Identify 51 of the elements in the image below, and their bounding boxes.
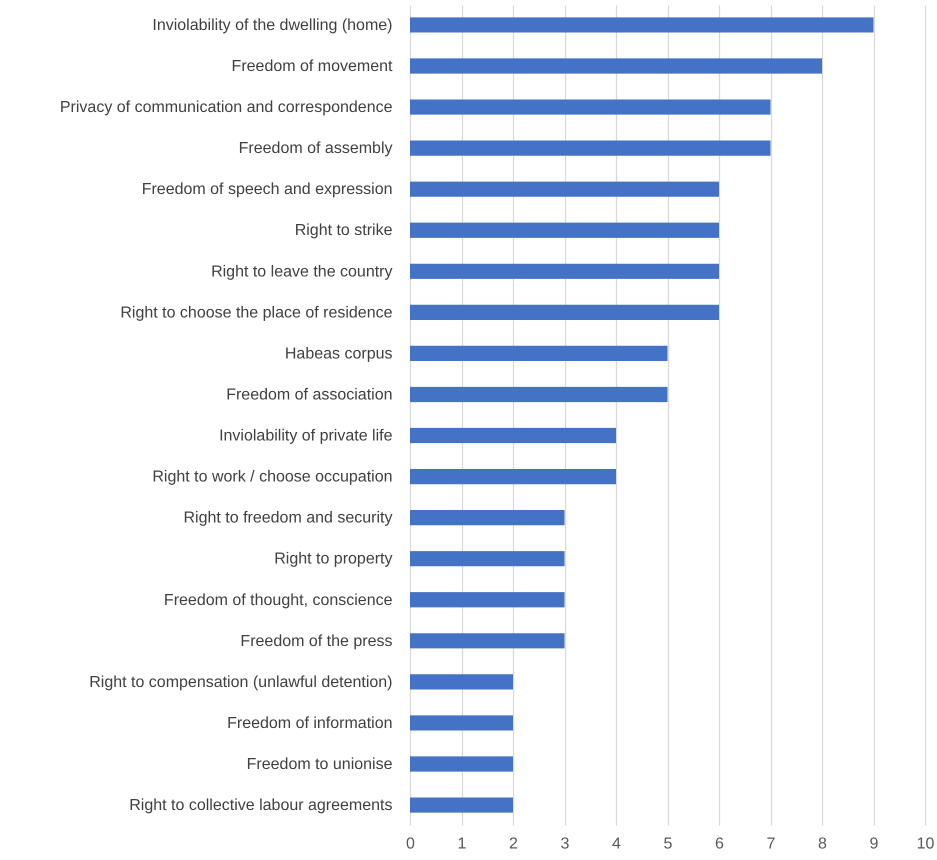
bar xyxy=(410,592,564,608)
y-tick-label: Right to freedom and security xyxy=(184,510,392,527)
y-tick-label: Inviolability of private life xyxy=(219,428,393,445)
y-tick-label: Right to property xyxy=(274,550,392,568)
bar xyxy=(410,99,770,115)
x-tick-label: 8 xyxy=(818,836,828,852)
y-tick-label: Right to work / choose occupation xyxy=(152,468,392,486)
bar xyxy=(410,264,719,279)
y-tick-label: Freedom of speech and expression xyxy=(142,181,392,198)
bar xyxy=(410,58,822,74)
y-tick-label: Freedom of thought, conscience xyxy=(164,592,393,609)
y-tick-label: Freedom of movement xyxy=(232,58,394,75)
bar xyxy=(410,304,719,320)
y-tick-label: Right to strike xyxy=(294,222,393,240)
x-tick-label: 2 xyxy=(509,836,518,852)
y-tick-label: Freedom of the press xyxy=(240,632,392,650)
bar xyxy=(410,633,564,648)
y-tick-label: Habeas corpus xyxy=(284,345,392,362)
y-tick-label: Right to leave the country xyxy=(211,263,392,280)
x-tick-label: 0 xyxy=(406,836,416,852)
x-tick-label: 9 xyxy=(870,836,879,852)
bar xyxy=(410,17,874,33)
bar xyxy=(410,468,616,484)
bar xyxy=(410,551,564,566)
bar xyxy=(410,756,513,772)
bar xyxy=(410,346,668,362)
bar xyxy=(410,715,513,731)
y-tick-label: Right to choose the place of residence xyxy=(120,304,393,322)
x-tick-label: 7 xyxy=(766,836,776,852)
x-tick-label: 6 xyxy=(715,836,724,852)
y-tick-label: Freedom to unionise xyxy=(246,756,393,774)
bar xyxy=(410,797,513,813)
bar xyxy=(410,510,564,526)
x-tick-label: 1 xyxy=(458,836,467,852)
bar xyxy=(410,428,616,444)
y-tick-label: Privacy of communication and correspondence xyxy=(60,99,393,116)
x-tick-label: 4 xyxy=(612,836,622,852)
x-tick-label: 3 xyxy=(560,836,570,852)
y-tick-label: Inviolability of the dwelling (home) xyxy=(152,16,392,34)
bar xyxy=(410,386,668,402)
y-tick-label: Freedom of information xyxy=(227,714,392,732)
x-tick-label: 10 xyxy=(916,836,934,852)
bar xyxy=(410,182,719,197)
y-tick-label: Freedom of assembly xyxy=(238,140,392,158)
bar xyxy=(410,140,770,156)
bar xyxy=(410,222,719,238)
y-tick-label: Right to collective labour agreements xyxy=(129,797,392,814)
x-tick-label: 5 xyxy=(664,836,673,852)
y-tick-label: Right to compensation (unlawful detention) xyxy=(89,674,392,691)
y-tick-label: Freedom of association xyxy=(226,386,392,404)
bar xyxy=(410,674,513,690)
